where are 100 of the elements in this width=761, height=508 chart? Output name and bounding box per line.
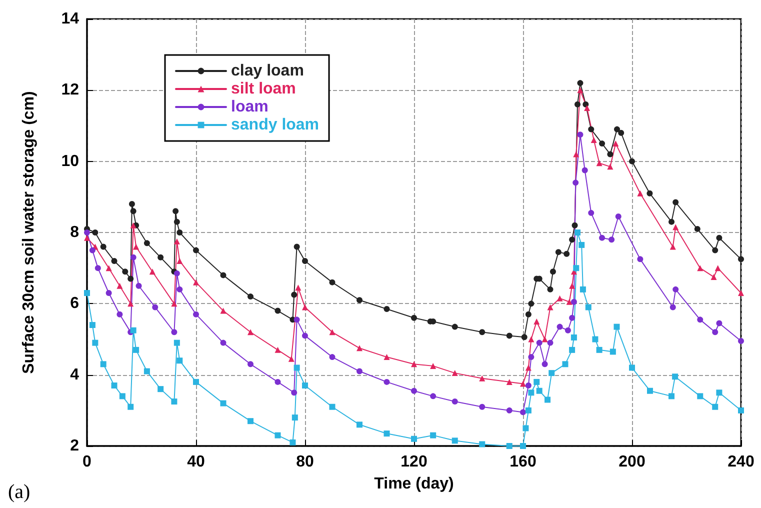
point <box>672 199 679 206</box>
y-axis-title: Surface 30cm soil water storage (cm) <box>20 91 38 374</box>
point <box>525 311 532 318</box>
x-tick-label: 120 <box>400 454 428 470</box>
point <box>100 361 106 368</box>
point <box>411 361 417 368</box>
point <box>133 346 140 353</box>
point <box>329 354 336 360</box>
point <box>582 167 588 174</box>
point <box>547 286 554 292</box>
point <box>672 286 679 292</box>
point <box>572 222 578 228</box>
point <box>569 282 576 289</box>
point <box>171 300 178 307</box>
point <box>556 324 563 330</box>
point <box>430 432 436 438</box>
point <box>547 340 554 346</box>
point <box>128 404 134 410</box>
point <box>585 304 592 310</box>
point <box>128 300 134 307</box>
point <box>599 234 606 241</box>
point <box>176 358 183 364</box>
point <box>570 334 577 340</box>
y-tick-label: 14 <box>61 10 80 28</box>
point <box>738 256 744 262</box>
point <box>302 304 308 310</box>
point <box>577 87 584 94</box>
point <box>588 210 594 216</box>
point <box>128 201 135 208</box>
point <box>128 276 134 282</box>
point <box>274 308 281 314</box>
point <box>520 380 526 387</box>
point <box>570 298 577 305</box>
point <box>290 439 296 446</box>
point <box>578 242 585 248</box>
point <box>116 282 123 289</box>
point <box>479 329 486 336</box>
point <box>646 388 653 394</box>
point <box>716 320 722 326</box>
point <box>607 164 614 170</box>
point <box>479 375 486 382</box>
point <box>590 136 597 143</box>
point <box>329 279 336 286</box>
point <box>612 140 619 147</box>
legend-label: silt loam <box>231 80 296 98</box>
point <box>89 247 96 254</box>
point <box>547 304 554 310</box>
point <box>302 258 308 264</box>
point <box>193 311 199 318</box>
point <box>220 400 226 406</box>
point <box>130 222 136 228</box>
point <box>248 361 254 368</box>
point <box>573 151 580 158</box>
point <box>411 388 417 394</box>
point <box>384 378 390 385</box>
point <box>672 224 679 230</box>
point <box>144 368 150 374</box>
point <box>738 407 744 414</box>
point <box>220 340 226 346</box>
point <box>582 101 589 108</box>
point <box>668 218 675 225</box>
point <box>668 393 675 400</box>
point <box>670 244 676 250</box>
point <box>294 316 300 323</box>
point <box>572 180 579 186</box>
point <box>564 250 570 257</box>
point <box>294 364 300 371</box>
point <box>614 324 620 330</box>
point <box>356 297 362 304</box>
point <box>528 336 534 342</box>
point <box>614 126 620 132</box>
point <box>646 190 653 196</box>
y-tick-label: 12 <box>61 82 80 99</box>
point <box>288 356 294 362</box>
point <box>193 378 199 385</box>
point <box>295 284 302 291</box>
point <box>522 425 529 432</box>
point <box>479 441 486 448</box>
point <box>564 327 571 334</box>
point <box>716 234 722 241</box>
point <box>577 132 584 138</box>
point <box>452 324 458 330</box>
point <box>712 247 718 254</box>
y-tick-label: 10 <box>61 152 80 170</box>
point <box>384 306 390 312</box>
point <box>672 374 678 380</box>
point <box>521 334 528 340</box>
point <box>615 213 622 220</box>
point <box>712 404 718 410</box>
point <box>176 230 183 236</box>
point <box>106 265 112 272</box>
point <box>520 443 526 449</box>
point <box>738 290 744 296</box>
point <box>174 340 180 346</box>
point <box>119 393 126 400</box>
y-tick-label: 2 <box>70 438 80 454</box>
point <box>584 104 590 111</box>
point <box>136 282 142 289</box>
y-tick-label: 4 <box>70 366 80 384</box>
point <box>566 298 572 305</box>
